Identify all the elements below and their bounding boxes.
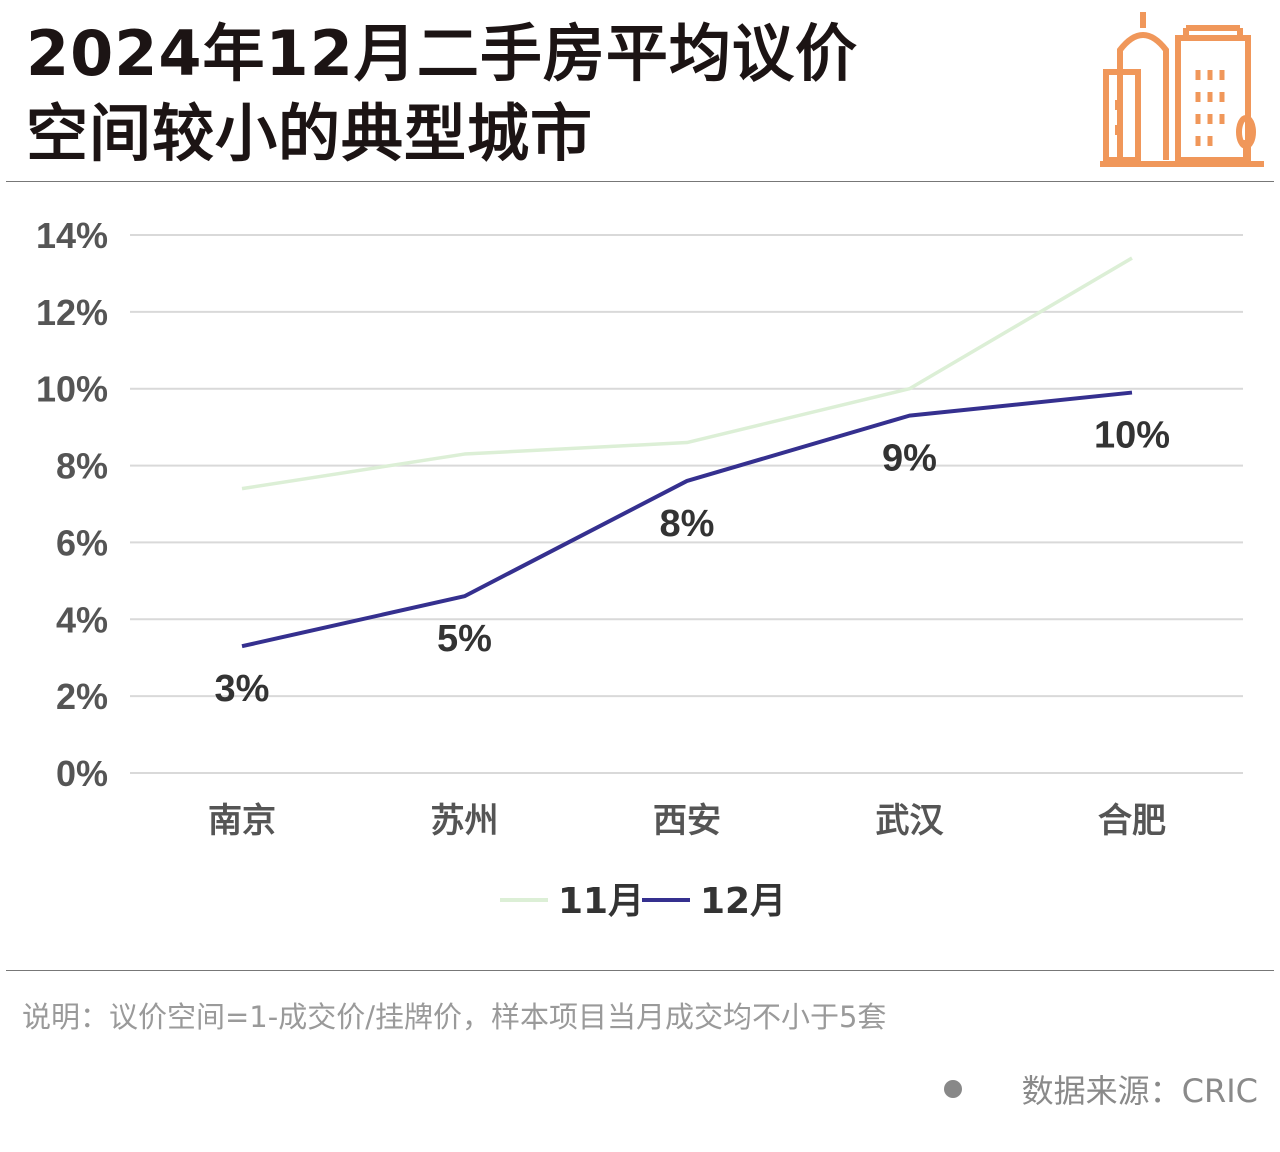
y-tick-label: 8% xyxy=(56,446,108,487)
data-label: 5% xyxy=(437,618,492,660)
y-tick-label: 2% xyxy=(56,676,108,717)
series-line-nov xyxy=(241,256,1133,491)
x-tick-label: 苏州 xyxy=(431,801,499,841)
data-label: 3% xyxy=(215,668,270,710)
x-tick-label: 西安 xyxy=(653,801,721,841)
y-tick-label: 6% xyxy=(56,522,108,563)
city-buildings-icon xyxy=(1100,12,1264,167)
data-source-text: 数据来源：CRIC xyxy=(1021,1072,1258,1110)
line-chart: 0% 2% 4% 6% 8% 10% 12% 14% 南京 苏州 西安 武汉 合肥 3% 5% 8% 9% 10%… xyxy=(36,215,1243,922)
data-label: 8% xyxy=(660,503,715,545)
x-tick-label: 合肥 xyxy=(1098,801,1166,841)
header-divider xyxy=(6,181,1274,182)
bullet-dot-icon xyxy=(943,1080,962,1098)
y-tick-label: 10% xyxy=(36,369,108,410)
legend-label: 12月 xyxy=(700,881,786,922)
data-source: 数据来源：CRIC xyxy=(943,1066,1258,1112)
chart-note: 说明：议价空间=1-成交价/挂牌价，样本项目当月成交均不小于5套 xyxy=(22,1000,887,1034)
y-tick-label: 0% xyxy=(56,753,108,794)
footer-divider xyxy=(6,970,1274,971)
data-label: 9% xyxy=(882,438,937,480)
y-tick-label: 14% xyxy=(36,215,108,256)
legend-label: 11月 xyxy=(558,881,644,922)
y-tick-label: 12% xyxy=(36,292,108,333)
x-tick-label: 南京 xyxy=(208,801,276,841)
title-line-1: 2024年12月二手房平均议价 xyxy=(26,17,858,90)
data-label: 10% xyxy=(1094,415,1170,457)
page-title: 2024年12月二手房平均议价 空间较小的典型城市 xyxy=(26,14,858,174)
x-tick-label: 武汉 xyxy=(876,801,945,841)
title-line-2: 空间较小的典型城市 xyxy=(26,97,594,170)
y-tick-label: 4% xyxy=(56,599,108,640)
